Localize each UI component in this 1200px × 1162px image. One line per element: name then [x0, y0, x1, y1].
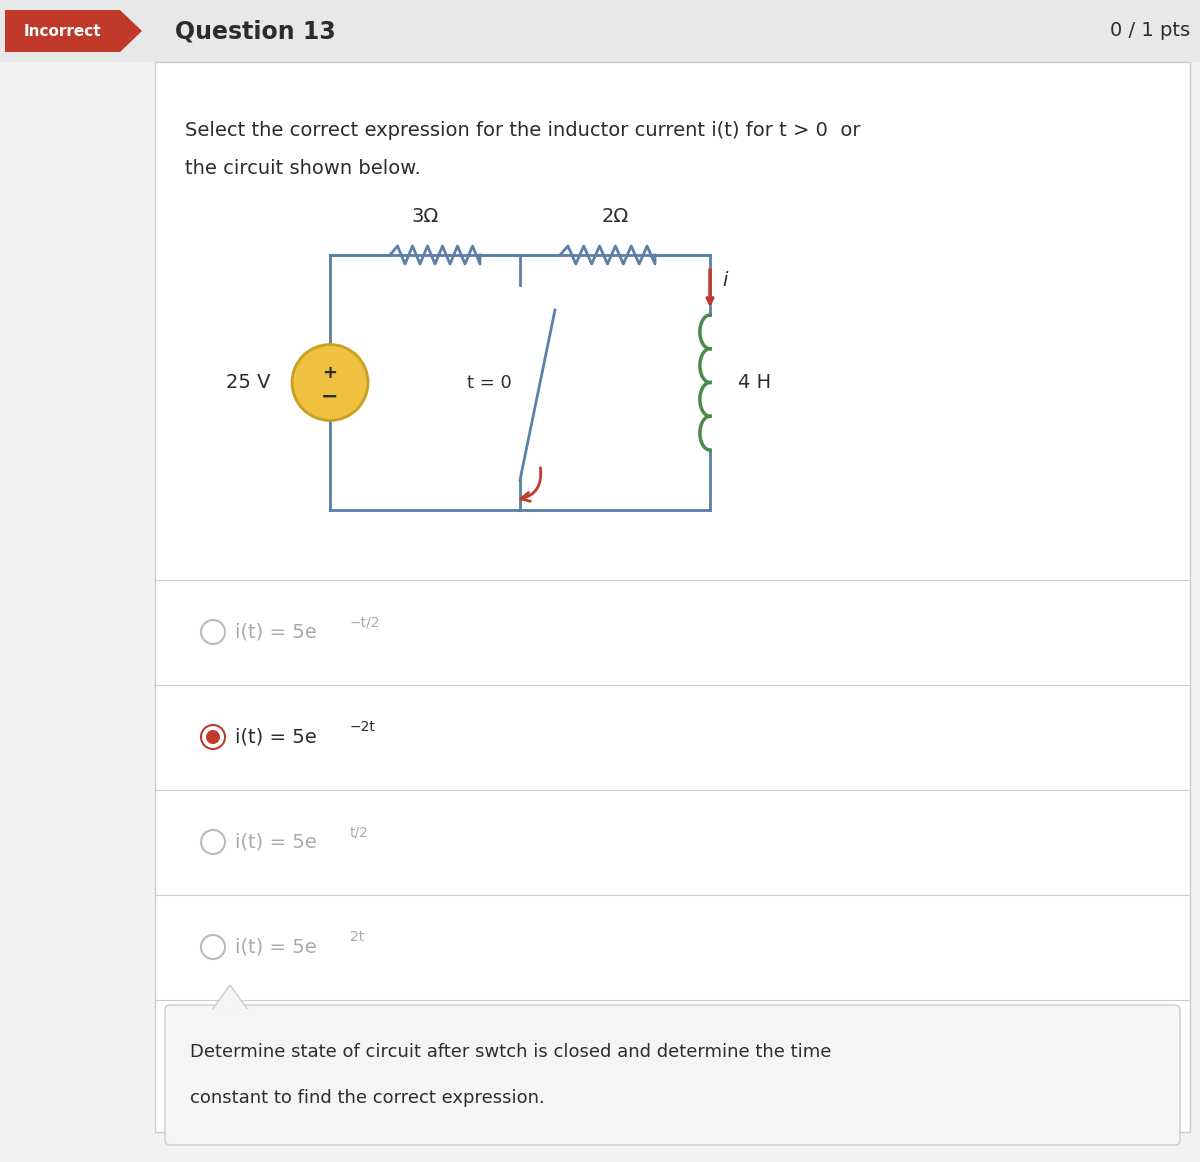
- Bar: [0, 0, 1200, 62]
- Text: 4 H: 4 H: [738, 373, 772, 392]
- Text: i: i: [722, 271, 727, 289]
- Circle shape: [202, 830, 226, 854]
- Text: 2t: 2t: [350, 930, 365, 944]
- Circle shape: [202, 725, 226, 749]
- Circle shape: [202, 935, 226, 959]
- Circle shape: [206, 730, 220, 744]
- Text: i(t) = 5e: i(t) = 5e: [235, 623, 317, 641]
- Text: −: −: [322, 387, 338, 407]
- Circle shape: [202, 621, 226, 644]
- Text: the circuit shown below.: the circuit shown below.: [185, 158, 421, 178]
- Bar: [5, 10, 120, 52]
- Text: Determine state of circuit after swtch is closed and determine the time: Determine state of circuit after swtch i…: [190, 1043, 832, 1061]
- FancyBboxPatch shape: [166, 1005, 1180, 1145]
- Text: 25 V: 25 V: [226, 373, 270, 392]
- Text: −t/2: −t/2: [350, 615, 380, 629]
- Text: Incorrect: Incorrect: [24, 23, 101, 38]
- Circle shape: [292, 344, 368, 421]
- FancyArrowPatch shape: [521, 468, 541, 501]
- Text: i(t) = 5e: i(t) = 5e: [235, 832, 317, 852]
- Text: t/2: t/2: [350, 825, 368, 839]
- Text: 2Ω: 2Ω: [601, 208, 629, 227]
- Text: constant to find the correct expression.: constant to find the correct expression.: [190, 1089, 545, 1107]
- Polygon shape: [212, 985, 248, 1010]
- Text: −2t: −2t: [350, 720, 376, 734]
- Text: 3Ω: 3Ω: [412, 208, 439, 227]
- Text: i(t) = 5e: i(t) = 5e: [235, 938, 317, 956]
- Bar: [155, 62, 1190, 1132]
- Text: 0 / 1 pts: 0 / 1 pts: [1110, 22, 1190, 41]
- Text: i(t) = 5e: i(t) = 5e: [235, 727, 317, 746]
- Polygon shape: [120, 10, 142, 52]
- Text: +: +: [323, 364, 337, 381]
- Text: t = 0: t = 0: [467, 373, 512, 392]
- Text: Select the correct expression for the inductor current i(t) for t > 0  or: Select the correct expression for the in…: [185, 121, 860, 139]
- Text: Question 13: Question 13: [175, 19, 336, 43]
